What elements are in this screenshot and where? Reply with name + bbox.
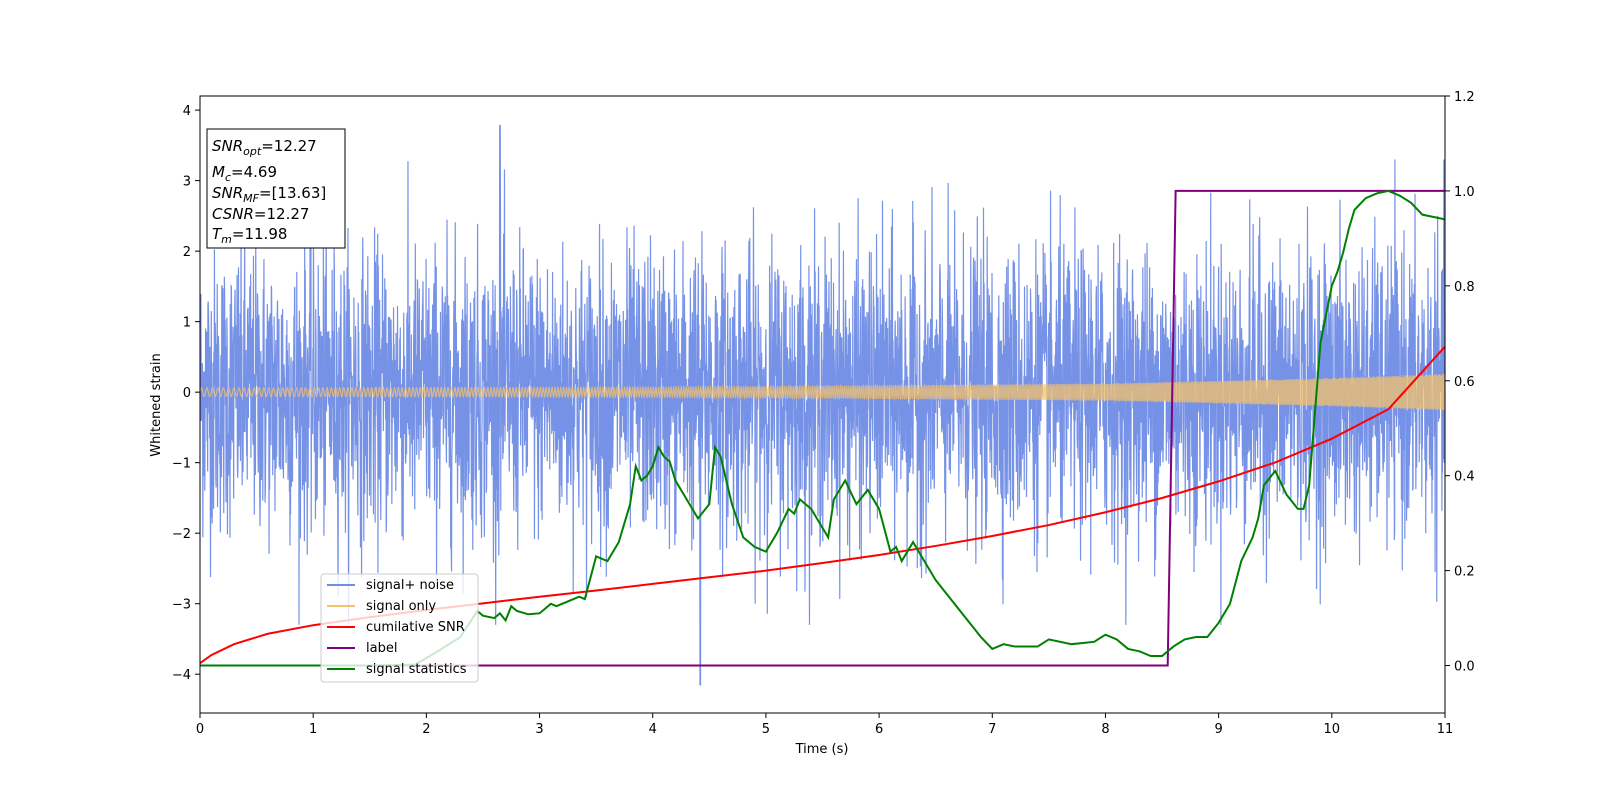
stats-line-snr-opt: SNRopt=12.27 <box>212 137 317 158</box>
y-left-tick-label: −2 <box>172 527 191 542</box>
y-left-tick-label: 0 <box>183 386 191 401</box>
legend: signal+ noise signal only cumilative SNR… <box>320 573 479 683</box>
stats-line-snr-mf: SNRMF=[13.63] <box>212 184 326 205</box>
x-tick-label: 5 <box>762 722 770 737</box>
series-label <box>200 189 1445 667</box>
legend-label-stats: signal statistics <box>366 662 467 677</box>
stats-line-csnr: CSNR=12.27 <box>212 205 309 223</box>
y-axis-right: 0.0 0.2 0.4 0.6 0.8 1.0 1.2 <box>1445 90 1475 675</box>
plot-frame <box>199 95 1446 714</box>
stats-box-frame <box>206 128 346 249</box>
x-tick-label: 4 <box>649 722 657 737</box>
y-left-tick-label: 3 <box>183 175 191 190</box>
legend-label-noise: signal+ noise <box>366 578 454 593</box>
stats-box: SNRopt=12.27 Mc=4.69 SNRMF=[13.63] CSNR=… <box>206 128 346 249</box>
y-left-tick-label: 1 <box>183 316 191 331</box>
y-left-tick-label: −1 <box>172 457 191 472</box>
legend-label-label: label <box>366 641 397 656</box>
y-right-tick-label: 1.0 <box>1454 185 1475 200</box>
x-tick-label: 3 <box>535 722 543 737</box>
y-left-tick-label: 2 <box>183 245 191 260</box>
series-signal-noise <box>200 125 1445 686</box>
legend-label-cumsnr: cumilative SNR <box>366 620 465 635</box>
legend-frame <box>320 573 479 683</box>
y-right-tick-label: 0.6 <box>1454 375 1475 390</box>
x-tick-label: 1 <box>309 722 317 737</box>
x-tick-label: 11 <box>1437 722 1454 737</box>
y-left-tick-label: −4 <box>172 668 191 683</box>
y-right-tick-label: 0.2 <box>1454 565 1475 580</box>
y-right-tick-label: 0.4 <box>1454 470 1475 485</box>
legend-label-signal: signal only <box>366 599 436 614</box>
x-tick-label: 10 <box>1324 722 1341 737</box>
x-tick-label: 0 <box>196 722 204 737</box>
x-tick-label: 7 <box>988 722 996 737</box>
x-tick-label: 6 <box>875 722 883 737</box>
y-right-tick-label: 0.0 <box>1454 660 1475 675</box>
y-axis-label: Whitened strain <box>149 353 164 456</box>
x-tick-label: 2 <box>422 722 430 737</box>
y-right-tick-label: 0.8 <box>1454 280 1475 295</box>
series-signal-only <box>200 373 1445 411</box>
x-tick-label: 8 <box>1101 722 1109 737</box>
y-left-tick-label: 4 <box>183 104 191 119</box>
series-cumulative-snr <box>200 345 1445 664</box>
x-axis-label: Time (s) <box>795 742 849 757</box>
series-layer <box>200 125 1445 686</box>
stats-line-mc: Mc=4.69 <box>212 163 277 184</box>
stats-line-tm: Tm=11.98 <box>212 225 287 246</box>
y-axis-left: −4 −3 −2 −1 0 1 2 3 4 <box>172 104 200 683</box>
series-signal-statistics <box>200 189 1445 667</box>
y-right-tick-label: 1.2 <box>1454 90 1475 105</box>
x-axis: 0 1 2 3 4 5 6 7 8 9 10 11 <box>196 713 1453 737</box>
y-left-tick-label: −3 <box>172 598 191 613</box>
x-tick-label: 9 <box>1214 722 1222 737</box>
